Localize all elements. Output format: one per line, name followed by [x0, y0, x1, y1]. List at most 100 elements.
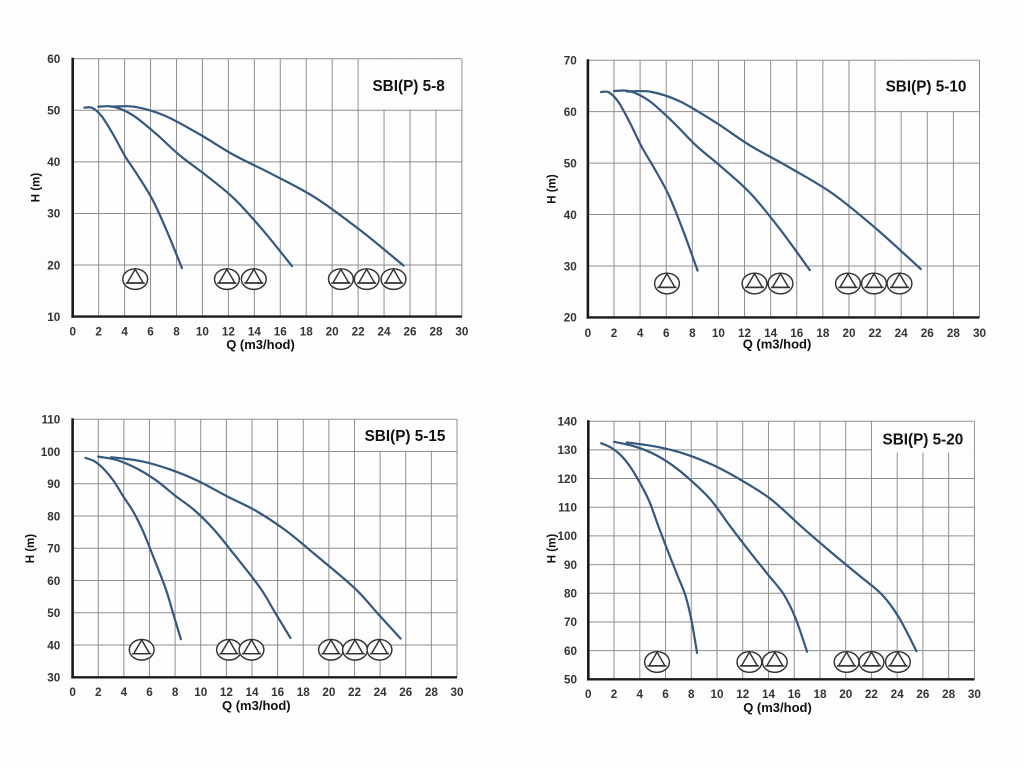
svg-text:20: 20 — [842, 327, 856, 340]
svg-text:70: 70 — [564, 55, 578, 68]
svg-text:8: 8 — [688, 688, 695, 701]
svg-text:30: 30 — [968, 688, 982, 701]
svg-text:16: 16 — [274, 326, 288, 339]
svg-text:50: 50 — [47, 607, 61, 620]
svg-text:28: 28 — [425, 686, 439, 699]
svg-text:2: 2 — [611, 327, 618, 340]
svg-text:12: 12 — [220, 686, 234, 699]
svg-text:26: 26 — [916, 688, 930, 701]
svg-text:80: 80 — [564, 588, 578, 601]
svg-text:140: 140 — [557, 416, 577, 429]
svg-text:0: 0 — [585, 688, 592, 701]
svg-text:40: 40 — [47, 156, 61, 169]
svg-text:4: 4 — [637, 327, 644, 340]
svg-text:4: 4 — [121, 686, 128, 699]
svg-text:100: 100 — [557, 530, 577, 543]
svg-text:20: 20 — [564, 312, 578, 325]
svg-text:90: 90 — [47, 478, 61, 491]
svg-text:10: 10 — [712, 327, 726, 340]
svg-text:50: 50 — [47, 105, 61, 118]
svg-text:80: 80 — [47, 510, 61, 523]
svg-text:18: 18 — [297, 686, 311, 699]
svg-text:H (m): H (m) — [547, 534, 559, 564]
svg-text:16: 16 — [790, 327, 804, 340]
svg-text:120: 120 — [557, 473, 577, 486]
svg-text:SBI(P) 5-15: SBI(P) 5-15 — [365, 428, 446, 445]
svg-text:22: 22 — [869, 327, 883, 340]
svg-text:18: 18 — [816, 327, 830, 340]
svg-text:26: 26 — [404, 326, 418, 339]
svg-text:12: 12 — [222, 326, 236, 339]
svg-text:70: 70 — [47, 543, 61, 556]
svg-text:6: 6 — [663, 327, 670, 340]
svg-text:Q (m3/hod): Q (m3/hod) — [226, 337, 295, 352]
svg-text:8: 8 — [172, 686, 179, 699]
svg-text:60: 60 — [47, 575, 61, 588]
svg-text:28: 28 — [429, 326, 443, 339]
svg-text:2: 2 — [611, 688, 618, 701]
svg-text:110: 110 — [558, 502, 577, 515]
svg-text:26: 26 — [399, 686, 413, 699]
svg-text:30: 30 — [455, 326, 469, 339]
svg-text:0: 0 — [69, 686, 76, 699]
svg-text:12: 12 — [736, 688, 750, 701]
svg-text:18: 18 — [813, 688, 827, 701]
svg-text:50: 50 — [564, 157, 578, 170]
svg-text:24: 24 — [895, 327, 909, 340]
svg-text:2: 2 — [95, 326, 102, 339]
svg-text:40: 40 — [564, 209, 578, 222]
svg-text:10: 10 — [47, 311, 61, 324]
svg-text:14: 14 — [764, 327, 778, 340]
svg-text:0: 0 — [585, 327, 592, 340]
svg-text:16: 16 — [271, 686, 285, 699]
svg-text:60: 60 — [564, 645, 578, 658]
svg-text:10: 10 — [710, 688, 724, 701]
svg-text:SBI(P) 5-20: SBI(P) 5-20 — [883, 432, 964, 449]
svg-text:SBI(P) 5-10: SBI(P) 5-10 — [886, 79, 967, 96]
svg-text:6: 6 — [146, 686, 153, 699]
svg-text:60: 60 — [564, 106, 578, 119]
svg-text:14: 14 — [762, 688, 776, 701]
svg-text:22: 22 — [352, 326, 366, 339]
svg-text:30: 30 — [450, 686, 464, 699]
svg-text:SBI(P) 5-8: SBI(P) 5-8 — [372, 78, 445, 95]
svg-text:30: 30 — [973, 327, 987, 340]
svg-text:28: 28 — [942, 688, 956, 701]
svg-text:30: 30 — [47, 672, 61, 685]
svg-text:24: 24 — [891, 688, 905, 701]
svg-text:H (m): H (m) — [547, 174, 559, 204]
svg-text:50: 50 — [564, 674, 578, 687]
svg-text:4: 4 — [637, 688, 644, 701]
svg-text:22: 22 — [348, 686, 362, 699]
svg-text:20: 20 — [839, 688, 853, 701]
svg-text:Q (m3/hod): Q (m3/hod) — [743, 337, 812, 352]
svg-text:4: 4 — [121, 326, 128, 339]
svg-text:30: 30 — [564, 260, 578, 273]
svg-text:6: 6 — [147, 326, 154, 339]
svg-text:H (m): H (m) — [25, 534, 37, 564]
svg-text:30: 30 — [47, 208, 61, 221]
svg-text:130: 130 — [557, 444, 577, 457]
svg-text:70: 70 — [564, 616, 578, 629]
svg-text:24: 24 — [378, 326, 392, 339]
svg-text:20: 20 — [47, 259, 61, 272]
svg-text:8: 8 — [173, 326, 180, 339]
svg-text:10: 10 — [194, 686, 208, 699]
svg-text:H (m): H (m) — [31, 173, 43, 203]
svg-text:14: 14 — [245, 686, 259, 699]
svg-text:2: 2 — [95, 686, 102, 699]
svg-text:Q (m3/hod): Q (m3/hod) — [743, 700, 812, 715]
svg-text:100: 100 — [41, 446, 61, 459]
svg-text:Q (m3/hod): Q (m3/hod) — [222, 698, 291, 713]
svg-text:14: 14 — [248, 326, 262, 339]
svg-text:0: 0 — [69, 326, 76, 339]
svg-text:40: 40 — [47, 639, 61, 652]
svg-text:24: 24 — [374, 686, 388, 699]
svg-text:28: 28 — [947, 327, 961, 340]
svg-text:90: 90 — [564, 559, 578, 572]
svg-text:12: 12 — [738, 327, 752, 340]
svg-text:8: 8 — [689, 327, 696, 340]
svg-text:18: 18 — [300, 326, 314, 339]
svg-text:60: 60 — [47, 53, 61, 66]
svg-text:20: 20 — [326, 326, 340, 339]
